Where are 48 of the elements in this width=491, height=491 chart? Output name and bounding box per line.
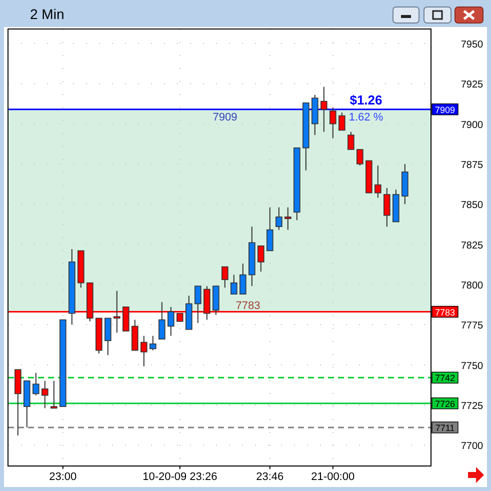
candlestick — [42, 380, 48, 409]
candlestick — [104, 318, 112, 356]
candlestick — [140, 335, 148, 367]
candlestick — [32, 372, 40, 396]
candlestick — [284, 206, 292, 230]
candlestick — [384, 188, 390, 228]
candlestick — [330, 107, 336, 139]
y-tick-label: 7950 — [460, 39, 484, 50]
candlestick — [356, 148, 364, 166]
candlestick — [150, 335, 156, 351]
candlestick — [168, 306, 174, 336]
annotation: $1.26 — [350, 92, 382, 108]
candlestick — [348, 131, 354, 150]
y-tick-label: 7700 — [460, 441, 484, 452]
x-tick-label: 21-00:00 — [311, 471, 355, 483]
candlestick — [320, 86, 328, 132]
y-tick-label: 7900 — [460, 120, 484, 131]
candlestick — [374, 165, 382, 198]
candlestick — [230, 274, 238, 295]
y-tick-label: 7875 — [460, 160, 484, 171]
ref-line-label: 7742 — [434, 373, 456, 384]
y-tick-label: 7850 — [460, 200, 484, 212]
y-tick-label: 7825 — [460, 240, 484, 252]
x-tick-label: 23:46 — [256, 471, 284, 483]
annotation: 7783 — [236, 300, 260, 312]
annotation: 1.62 % — [348, 111, 384, 124]
x-tick-label: 23:00 — [49, 471, 77, 483]
x-tick-label: 10-20-09 23:26 — [142, 471, 218, 483]
ref-line-label: 7909 — [434, 104, 456, 115]
candlestick — [240, 263, 246, 295]
candlestick — [194, 286, 202, 324]
y-tick-label: 7750 — [460, 360, 484, 372]
ref-line-label: 7711 — [435, 422, 455, 433]
y-tick-label: 7775 — [460, 320, 484, 332]
candlestick — [258, 245, 264, 272]
y-tick-label: 7925 — [460, 80, 484, 91]
chart-title: 2 Min — [30, 6, 64, 22]
ref-line-label: 7726 — [434, 398, 456, 409]
candlestick — [266, 206, 274, 252]
candlestick — [338, 112, 346, 131]
candlestick — [222, 266, 228, 288]
candlestick — [50, 380, 58, 409]
y-tick-label: 7800 — [460, 280, 484, 292]
ref-line-label: 7783 — [434, 307, 456, 318]
candlestick — [276, 206, 282, 230]
annotation: 7909 — [212, 111, 238, 124]
y-tick-label: 7725 — [460, 400, 484, 412]
candlestick — [158, 302, 166, 340]
